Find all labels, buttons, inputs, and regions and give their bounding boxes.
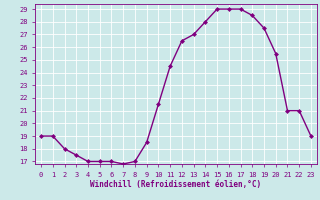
X-axis label: Windchill (Refroidissement éolien,°C): Windchill (Refroidissement éolien,°C)	[91, 180, 261, 189]
